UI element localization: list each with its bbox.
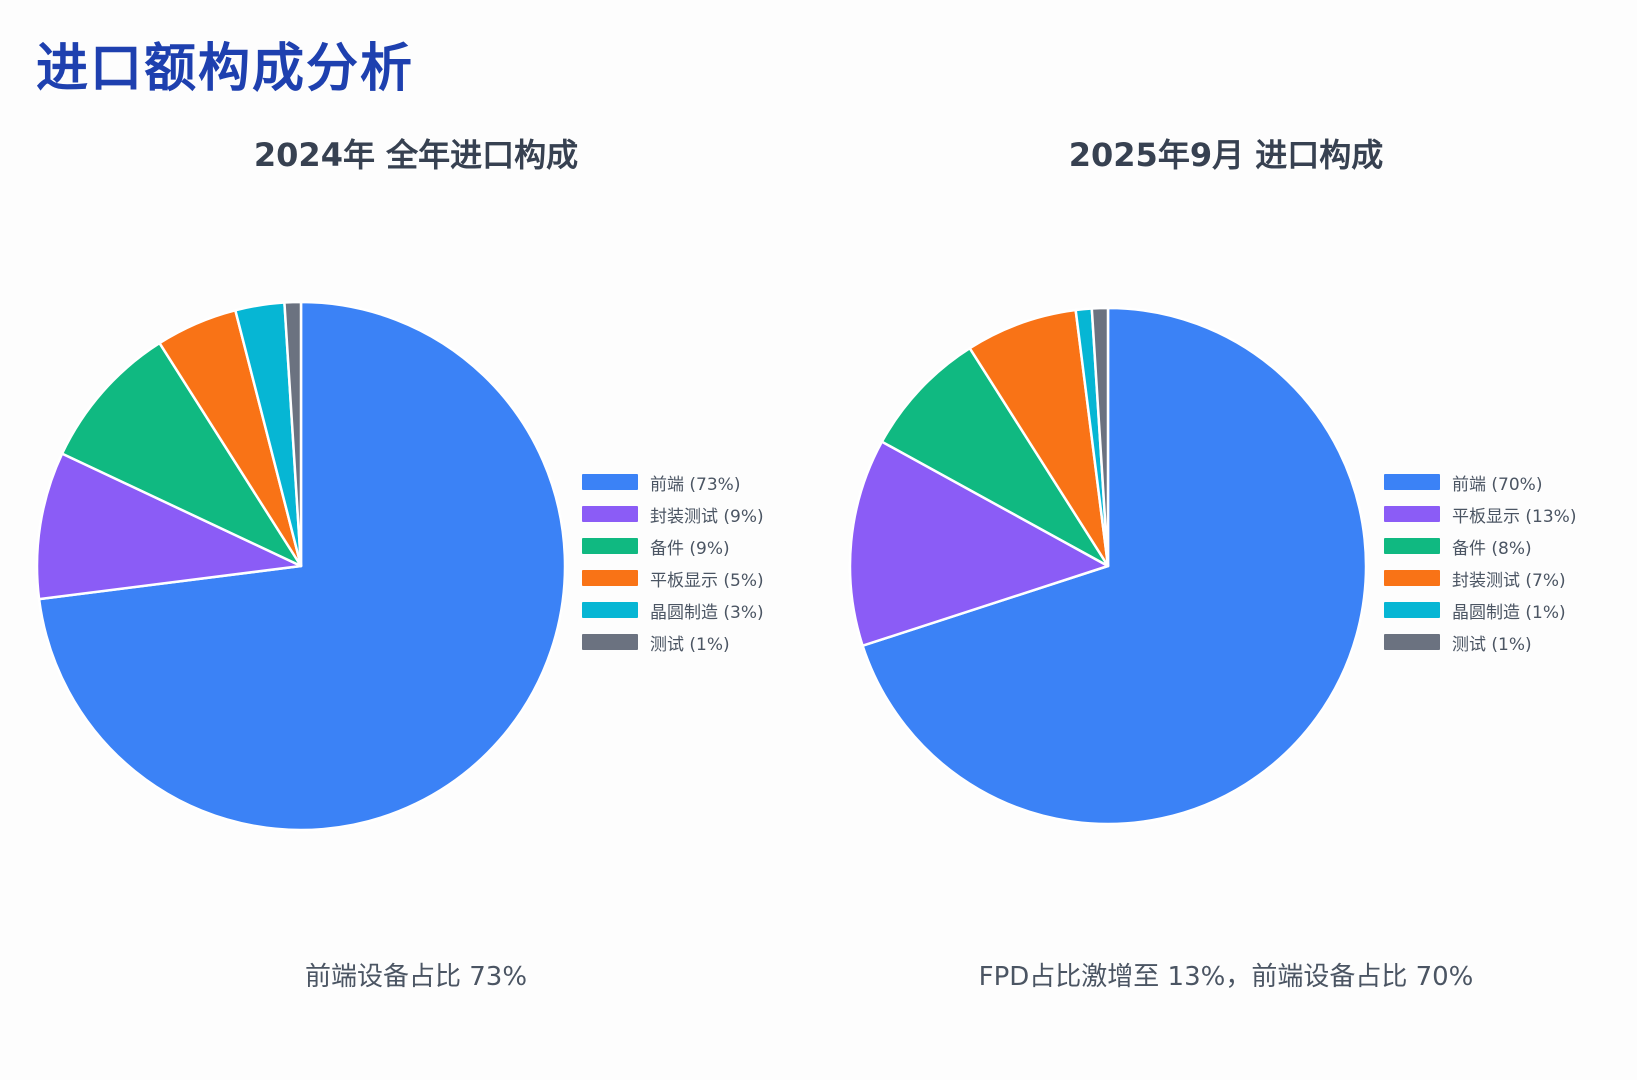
pie-slice-1-0[interactable] xyxy=(861,306,1368,826)
legend-swatch xyxy=(582,474,638,490)
caption-2025: FPD占比激增至 13%，前端设备占比 70% xyxy=(978,962,1474,992)
caption-2024: 前端设备占比 73% xyxy=(304,962,528,992)
legend-swatch xyxy=(582,538,638,554)
legend-item-0-0[interactable]: 前端 (73%) xyxy=(582,472,764,495)
legend-item-1-0[interactable]: 前端 (70%) xyxy=(1384,472,1576,495)
legend-item-1-1[interactable]: 平板显示 (13%) xyxy=(1384,504,1577,527)
legend-swatch xyxy=(582,506,638,522)
legend-swatch xyxy=(582,570,638,586)
page-title: 进口额构成分析 xyxy=(36,39,415,99)
legend-swatch xyxy=(582,634,638,650)
legend-label: 晶圆制造 (3%) xyxy=(650,602,764,623)
legend-swatch xyxy=(1384,602,1440,618)
legend-item-1-2[interactable]: 备件 (8%) xyxy=(1384,536,1576,559)
legend-item-1-5[interactable]: 测试 (1%) xyxy=(1384,632,1576,655)
chart-title-2025: 2025年9月 进口构成 xyxy=(1068,136,1384,174)
legend-2024: 前端 (73%) 封装测试 (9%) 备件 (9%) 平板显示 (5%) 晶圆制造 (3… xyxy=(582,472,764,655)
pie-slice-0-1[interactable] xyxy=(35,452,303,601)
legend-item-0-4[interactable]: 晶圆制造 (3%) xyxy=(582,600,764,623)
legend-label: 前端 (70%) xyxy=(1452,474,1543,495)
legend-swatch xyxy=(1384,634,1440,650)
legend-label: 封装测试 (7%) xyxy=(1452,570,1566,591)
legend-label: 平板显示 (5%) xyxy=(650,570,764,591)
pie-slice-0-2[interactable] xyxy=(60,341,303,568)
pie-0 xyxy=(35,300,567,832)
pie-slice-1-3[interactable] xyxy=(968,308,1110,568)
pie-1 xyxy=(848,306,1368,826)
legend-2025: 前端 (70%) 平板显示 (13%) 备件 (8%) 封装测试 (7%) 晶圆制造 (… xyxy=(1384,472,1577,655)
pie-slice-1-2[interactable] xyxy=(880,346,1110,568)
legend-item-1-4[interactable]: 晶圆制造 (1%) xyxy=(1384,600,1576,623)
legend-swatch xyxy=(1384,570,1440,586)
legend-label: 晶圆制造 (1%) xyxy=(1452,602,1566,623)
legend-swatch xyxy=(1384,538,1440,554)
legend-label: 测试 (1%) xyxy=(650,634,730,655)
pie-slice-1-5[interactable] xyxy=(1090,306,1110,568)
legend-label: 测试 (1%) xyxy=(1452,634,1532,655)
legend-label: 前端 (73%) xyxy=(650,474,741,495)
legend-item-0-5[interactable]: 测试 (1%) xyxy=(582,632,764,655)
legend-item-0-1[interactable]: 封装测试 (9%) xyxy=(582,504,764,527)
legend-item-0-3[interactable]: 平板显示 (5%) xyxy=(582,568,764,591)
legend-label: 备件 (8%) xyxy=(1452,538,1532,559)
legend-swatch xyxy=(1384,506,1440,522)
chart-title-2024: 2024年 全年进口构成 xyxy=(253,136,579,174)
legend-item-1-3[interactable]: 封装测试 (7%) xyxy=(1384,568,1576,591)
legend-label: 平板显示 (13%) xyxy=(1452,506,1577,527)
legend-label: 备件 (9%) xyxy=(650,538,730,559)
pie-slice-0-5[interactable] xyxy=(283,300,303,568)
legend-label: 封装测试 (9%) xyxy=(650,506,764,527)
legend-swatch xyxy=(1384,474,1440,490)
legend-item-0-2[interactable]: 备件 (9%) xyxy=(582,536,764,559)
pie-slice-1-1[interactable] xyxy=(848,440,1110,647)
legend-swatch xyxy=(582,602,638,618)
